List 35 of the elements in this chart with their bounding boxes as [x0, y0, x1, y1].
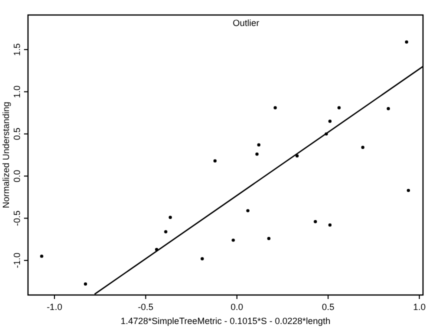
- point: [328, 120, 332, 123]
- point: [246, 209, 250, 212]
- point: [328, 223, 332, 227]
- point: [84, 282, 88, 286]
- x-tick-label: 1.0: [413, 302, 426, 312]
- y-axis-title: Normalized Understanding: [1, 102, 11, 208]
- y-tick-label: 0.5: [12, 128, 22, 140]
- point: [40, 254, 44, 258]
- x-axis-title: 1.4728*SimpleTreeMetric - 0.1015*S - 0.0228*length: [120, 316, 330, 326]
- point: [386, 107, 390, 110]
- point: [255, 152, 259, 156]
- point: [314, 220, 317, 224]
- point: [200, 257, 204, 260]
- point: [168, 216, 172, 220]
- point: [361, 146, 364, 150]
- y-tick-label: -0.5: [12, 210, 22, 226]
- point: [232, 238, 235, 242]
- point: [267, 236, 270, 240]
- x-tick-label: 0.5: [322, 302, 334, 312]
- y-tick-label: 1.5: [12, 43, 22, 56]
- point: [406, 188, 410, 192]
- y-tick-label: 0.0: [12, 170, 22, 182]
- y-tick-label: 1.0: [12, 85, 22, 98]
- point: [213, 159, 217, 163]
- x-tick-label: -1.0: [46, 302, 62, 312]
- chart-title: Outlier: [232, 18, 260, 28]
- point: [296, 154, 299, 158]
- point: [257, 143, 260, 146]
- point: [274, 106, 277, 110]
- x-tick-label: -0.5: [138, 302, 154, 312]
- x-tick-label: 0.0: [230, 302, 244, 312]
- point: [337, 106, 341, 110]
- point: [404, 40, 408, 44]
- y-tick-label: -1.0: [12, 252, 22, 268]
- point: [164, 230, 168, 234]
